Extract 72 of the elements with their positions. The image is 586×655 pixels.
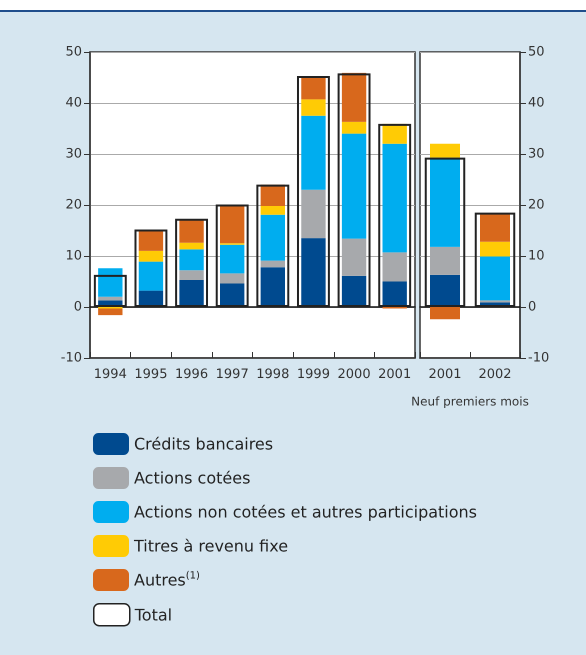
x-tick-label: 1996 <box>175 367 208 382</box>
bar <box>260 184 285 206</box>
y-tick-label: 30 <box>65 146 82 162</box>
x-tick-label: 1997 <box>216 367 249 382</box>
bar <box>256 184 290 307</box>
bar <box>98 308 122 316</box>
bar <box>430 307 460 320</box>
bar <box>220 244 244 274</box>
y2-tick-label: 50 <box>528 44 545 60</box>
bar <box>382 144 407 252</box>
bar <box>342 122 366 134</box>
bar <box>220 284 244 307</box>
y-tick-label: 40 <box>65 96 82 110</box>
bar <box>378 124 412 307</box>
y2-tick-label: 30 <box>528 146 545 162</box>
x-axis-title: Neuf premiers mois <box>411 394 529 408</box>
bar <box>98 268 122 297</box>
bar <box>301 99 326 116</box>
bar <box>342 134 366 239</box>
bar <box>480 256 510 300</box>
bar <box>301 238 326 307</box>
bar <box>179 249 204 270</box>
bar <box>342 276 366 307</box>
bar <box>138 230 164 251</box>
y2-tick-label: 40 <box>528 96 545 110</box>
bar <box>179 280 204 307</box>
x-tick-label: 1998 <box>256 367 290 382</box>
bar <box>430 144 460 158</box>
bar <box>138 262 164 291</box>
bar <box>175 218 208 307</box>
y-tick-label: 0 <box>74 300 82 314</box>
bar <box>220 273 244 284</box>
y2-tick-label: 20 <box>528 198 545 212</box>
y-tick-label: 10 <box>65 248 82 264</box>
legend-label: Titres à revenu fixe <box>133 536 288 556</box>
y2-tick-label: 0 <box>528 300 536 314</box>
bar <box>260 206 285 215</box>
bar <box>216 204 249 307</box>
x-tick-label: 1999 <box>296 367 330 382</box>
legend-label: Total <box>134 605 172 624</box>
bar <box>338 73 371 307</box>
bar <box>260 267 285 307</box>
bar <box>301 116 326 190</box>
x-tick-label: 1994 <box>94 367 127 382</box>
legend-label: Actions cotées <box>134 468 250 488</box>
y-tick-label: -10 <box>60 350 82 366</box>
bar <box>296 76 330 307</box>
bar <box>179 219 204 243</box>
x-tick-label: 2000 <box>338 367 371 382</box>
bar <box>430 274 460 307</box>
bar <box>480 242 510 257</box>
bar <box>98 296 122 300</box>
bar <box>342 72 366 122</box>
bar <box>134 229 168 307</box>
bar <box>430 158 460 247</box>
bar <box>382 282 407 307</box>
y-tick-label: 20 <box>65 198 82 212</box>
y2-tick-label: 10 <box>528 248 545 264</box>
bar <box>480 213 510 242</box>
x-tick-label: 2001 <box>428 367 462 382</box>
legend-label: Crédits bancaires <box>134 434 274 454</box>
legend-label: Actions non cotées et autres participations <box>134 502 478 522</box>
bar <box>179 242 204 250</box>
y2-tick-label: -10 <box>528 350 550 366</box>
bar <box>260 260 285 268</box>
x-tick-label: 2002 <box>478 367 512 382</box>
x-tick-label: 2001 <box>378 367 412 382</box>
x-tick-label: 1995 <box>134 367 168 382</box>
y-tick-label: 50 <box>65 44 82 60</box>
bar <box>179 270 204 280</box>
bar <box>138 250 164 262</box>
bar <box>260 214 285 261</box>
